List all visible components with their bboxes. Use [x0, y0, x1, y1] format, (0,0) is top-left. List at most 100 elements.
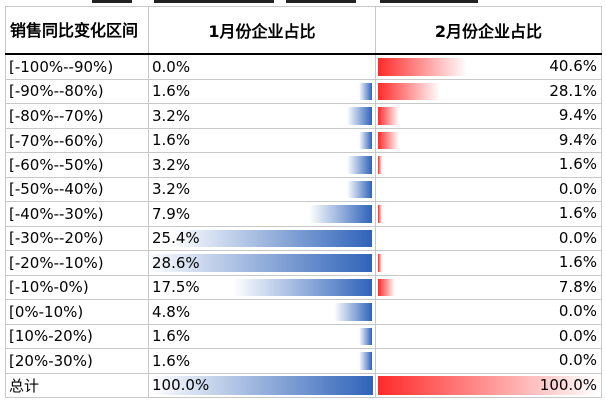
- range-cell: [10%-20%): [5, 323, 149, 349]
- january-value: 3.2%: [152, 180, 191, 199]
- february-value: 1.6%: [558, 204, 597, 222]
- january-value: 1.6%: [152, 327, 191, 346]
- february-data-bar: [378, 278, 395, 296]
- january-data-bar: [171, 229, 372, 247]
- range-cell: [-40%--30%): [5, 201, 149, 227]
- table-row: [10%-20%) 1.6% 0.0%: [5, 323, 602, 349]
- header-january: 1月份企业占比: [148, 6, 376, 55]
- january-data-bar: [359, 352, 372, 370]
- february-cell: 7.8%: [375, 274, 602, 300]
- january-data-bar: [149, 254, 372, 272]
- january-value: 4.8%: [152, 302, 191, 321]
- february-cell: 9.4%: [375, 103, 602, 129]
- table-row: [0%-10%) 4.8% 0.0%: [5, 299, 602, 325]
- january-value: 1.6%: [152, 82, 191, 101]
- january-cell: 4.8%: [148, 299, 376, 325]
- february-cell: 1.6%: [375, 201, 602, 227]
- february-data-bar: [378, 131, 399, 149]
- january-cell: 3.2%: [148, 103, 376, 129]
- january-cell: 28.6%: [148, 250, 376, 276]
- january-value: 17.5%: [152, 278, 200, 297]
- february-data-bar: [378, 205, 382, 223]
- january-value: 1.6%: [152, 351, 191, 370]
- range-cell: [-10%-0%): [5, 274, 149, 300]
- january-value: 3.2%: [152, 106, 191, 125]
- january-data-bar: [233, 278, 372, 296]
- february-data-bar: [378, 58, 467, 76]
- january-data-bar: [359, 82, 372, 100]
- february-value: 0.0%: [558, 351, 597, 369]
- header-february: 2月份企业占比: [375, 6, 602, 55]
- january-data-bar: [347, 180, 372, 198]
- table-row: [-70%--60%） 1.6% 9.4%: [5, 127, 602, 153]
- february-cell: 0.0%: [375, 348, 602, 374]
- february-data-bar: [378, 107, 399, 125]
- january-data-bar: [359, 131, 372, 149]
- table-row: [-80%--70%) 3.2% 9.4%: [5, 103, 602, 129]
- january-data-bar: [334, 303, 372, 321]
- range-cell: [-20%--10%): [5, 250, 149, 276]
- header-range: 销售同比变化区间: [5, 6, 149, 55]
- february-cell: 1.6%: [375, 152, 602, 178]
- january-cell: 1.6%: [148, 127, 376, 153]
- january-value: 3.2%: [152, 155, 191, 174]
- february-value: 0.0%: [558, 228, 597, 247]
- february-cell: 9.4%: [375, 127, 602, 153]
- january-data-bar: [151, 375, 373, 395]
- february-cell: 0.0%: [375, 225, 602, 251]
- february-data-bar: [378, 375, 599, 395]
- january-cell: 3.2%: [148, 152, 376, 178]
- february-value: 1.6%: [558, 155, 597, 173]
- range-cell: [-90%--80%): [5, 78, 149, 104]
- january-value: 7.9%: [152, 204, 191, 223]
- february-cell: 100.0%: [375, 372, 602, 398]
- table-row: [-40%--30%) 7.9% 1.6%: [5, 201, 602, 227]
- table-row: [-10%-0%) 17.5% 7.8%: [5, 274, 602, 300]
- february-value: 40.6%: [549, 57, 597, 75]
- table-row: [-50%--40%) 3.2% 0.0%: [5, 176, 602, 202]
- january-cell: 1.6%: [148, 78, 376, 104]
- january-cell: 3.2%: [148, 176, 376, 202]
- january-value: 0.0%: [152, 57, 191, 76]
- february-cell: 40.6%: [375, 53, 602, 80]
- february-value: 9.4%: [558, 106, 597, 124]
- january-cell: 1.6%: [148, 323, 376, 349]
- clipped-title-strip: [0, 0, 606, 6]
- february-cell: 28.1%: [375, 78, 602, 104]
- february-cell: 0.0%: [375, 176, 602, 202]
- table-row: [20%-30%) 1.6% 0.0%: [5, 348, 602, 374]
- range-cell: [-70%--60%）: [5, 127, 149, 153]
- range-cell: [-30%--20%): [5, 225, 149, 251]
- january-data-bar: [309, 205, 372, 223]
- total-label: 总计: [5, 372, 149, 398]
- january-value: 25.4%: [152, 229, 200, 248]
- january-value: 1.6%: [152, 131, 191, 150]
- february-data-bar: [378, 254, 382, 272]
- january-data-bar: [347, 107, 372, 125]
- february-value: 1.6%: [558, 253, 597, 271]
- total-row: 总计 100.0% 100.0%: [5, 372, 602, 398]
- january-data-bar: [347, 156, 372, 174]
- range-cell: [-60%--50%): [5, 152, 149, 178]
- table-row: [-60%--50%) 3.2% 1.6%: [5, 152, 602, 178]
- february-data-bar: [378, 156, 382, 174]
- january-cell: 1.6%: [148, 348, 376, 374]
- range-cell: [20%-30%): [5, 348, 149, 374]
- header-row: 销售同比变化区间 1月份企业占比 2月份企业占比: [5, 6, 602, 55]
- february-data-bar: [378, 82, 440, 100]
- table-row: [-20%--10%) 28.6% 1.6%: [5, 250, 602, 276]
- january-cell: 7.9%: [148, 201, 376, 227]
- february-value: 100.0%: [539, 375, 597, 394]
- range-cell: [-100%--90%): [5, 53, 149, 80]
- february-value: 7.8%: [558, 277, 597, 296]
- range-cell: [0%-10%): [5, 299, 149, 325]
- january-cell: 100.0%: [148, 372, 376, 398]
- february-value: 0.0%: [558, 179, 597, 198]
- february-value: 28.1%: [549, 81, 597, 100]
- february-value: 0.0%: [558, 326, 597, 345]
- february-value: 9.4%: [558, 130, 597, 149]
- range-cell: [-80%--70%): [5, 103, 149, 129]
- january-value: 28.6%: [152, 253, 200, 272]
- january-cell: 25.4%: [148, 225, 376, 251]
- january-value: 100.0%: [152, 376, 210, 395]
